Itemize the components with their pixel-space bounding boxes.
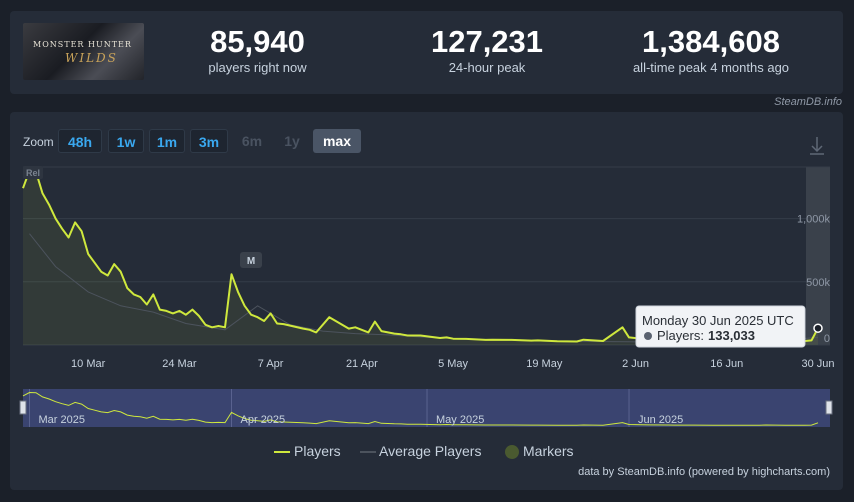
x-tick-label: 16 Jun	[710, 358, 743, 370]
legend-average-players[interactable]: Average Players	[379, 443, 482, 459]
game-logo[interactable]: MONSTER HUNTER WILDS	[23, 23, 144, 80]
tooltip-series-label: Players:	[657, 328, 704, 343]
navigator-label: May 2025	[436, 414, 484, 426]
navigator-labels: Mar 2025 Apr 2025 May 2025 Jun 2025	[39, 414, 684, 426]
release-marker-label: Rel	[26, 168, 40, 178]
logo-line1: MONSTER HUNTER	[33, 40, 132, 49]
y-tick-labels: 0 500k 1,000k	[797, 214, 831, 345]
zoom-1y-button[interactable]: 1y	[284, 133, 300, 149]
zoom-3m-button[interactable]: 3m	[190, 129, 228, 153]
current-players-label: players right now	[208, 60, 307, 75]
players-line	[22, 169, 819, 343]
release-marker[interactable]: Rel	[23, 166, 43, 179]
current-players-value: 85,940	[210, 24, 305, 59]
highcharts-credit[interactable]: data by SteamDB.info (powered by highcha…	[578, 466, 830, 478]
all-time-peak-stat: 1,384,608 all-time peak 4 months ago	[611, 24, 811, 76]
navigator-line	[22, 391, 819, 426]
tooltip-date: Monday 30 Jun 2025 UTC	[642, 313, 794, 328]
navigator-right-handle[interactable]	[825, 400, 833, 415]
navigator-label: Mar 2025	[39, 414, 85, 426]
all-time-peak-value: 1,384,608	[642, 24, 780, 59]
current-players-stat: 85,940 players right now	[180, 24, 335, 76]
download-icon[interactable]	[810, 137, 824, 155]
x-tick-label: 24 Mar	[162, 358, 197, 370]
release-marker-box	[23, 166, 43, 179]
summary-card: MONSTER HUNTER WILDS 85,940 players righ…	[10, 11, 843, 94]
tooltip-series-dot	[644, 332, 652, 340]
navigator-window	[23, 389, 830, 427]
m-marker-box	[240, 252, 262, 268]
tooltip-value: 133,033	[708, 328, 755, 343]
zoom-label: Zoom	[23, 135, 54, 149]
tooltip-box	[635, 305, 806, 348]
plot-band	[806, 167, 830, 345]
peak-24h-value: 127,231	[430, 24, 544, 59]
navigator-grid	[29, 389, 630, 427]
tooltip: Monday 30 Jun 2025 UTC Players: 133,033	[635, 305, 806, 348]
hover-point	[813, 323, 823, 333]
navigator[interactable]: Mar 2025 Apr 2025 May 2025 Jun 2025	[19, 389, 833, 427]
x-tick-label: 7 Apr	[258, 358, 284, 370]
all-time-peak-label: all-time peak 4 months ago	[632, 60, 790, 75]
legend-markers-swatch	[505, 445, 519, 459]
peak-24h-stat: 127,231 24-hour peak	[407, 24, 567, 76]
logo-line2: WILDS	[65, 51, 118, 65]
x-tick-label: 5 May	[438, 358, 468, 370]
zoom-max-button[interactable]: max	[313, 129, 361, 153]
y-tick-label: 0	[824, 333, 830, 345]
x-tick-labels: 10 Mar 24 Mar 7 Apr 21 Apr 5 May 19 May 2 Jun 1…	[71, 358, 834, 370]
x-tick-label: 10 Mar	[71, 358, 106, 370]
zoom-48h-button[interactable]: 48h	[58, 129, 102, 153]
x-tick-label: 2 Jun	[622, 358, 649, 370]
m-marker[interactable]: M	[240, 252, 262, 268]
x-tick-label: 19 May	[526, 358, 563, 370]
y-tick-label: 1,000k	[797, 214, 831, 226]
zoom-6m-button[interactable]: 6m	[241, 133, 263, 149]
navigator-left-handle[interactable]	[19, 400, 27, 415]
players-area	[23, 170, 818, 345]
m-marker-label: M	[247, 256, 255, 267]
zoom-1m-button[interactable]: 1m	[149, 129, 185, 153]
legend-markers[interactable]: Markers	[523, 443, 574, 459]
legend-players[interactable]: Players	[294, 443, 341, 459]
zoom-1w-button[interactable]: 1w	[108, 129, 144, 153]
y-tick-label: 500k	[806, 277, 830, 289]
navigator-label: Apr 2025	[241, 414, 286, 426]
peak-24h-label: 24-hour peak	[448, 60, 526, 75]
steamdb-credit[interactable]: SteamDB.info	[774, 96, 842, 108]
legend	[274, 445, 519, 459]
x-tick-label: 30 Jun	[801, 358, 834, 370]
navigator-label: Jun 2025	[638, 414, 683, 426]
x-tick-label: 21 Apr	[346, 358, 378, 370]
average-players-line	[29, 233, 819, 344]
